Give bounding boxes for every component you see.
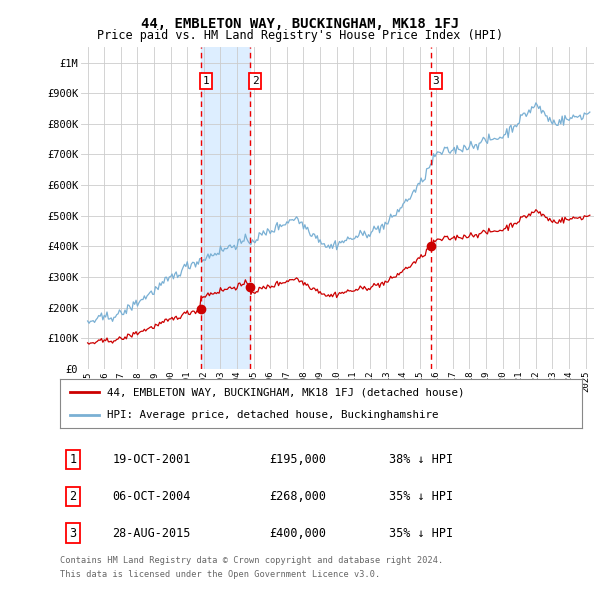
Text: HPI: Average price, detached house, Buckinghamshire: HPI: Average price, detached house, Buck… — [107, 409, 439, 419]
Bar — [200, 47, 250, 369]
Text: 38% ↓ HPI: 38% ↓ HPI — [389, 453, 453, 466]
Text: 19-OCT-2001: 19-OCT-2001 — [112, 453, 191, 466]
Text: 1: 1 — [203, 76, 209, 86]
Text: 2: 2 — [252, 76, 259, 86]
Text: 06-OCT-2004: 06-OCT-2004 — [112, 490, 191, 503]
Text: Price paid vs. HM Land Registry's House Price Index (HPI): Price paid vs. HM Land Registry's House … — [97, 30, 503, 42]
Text: 44, EMBLETON WAY, BUCKINGHAM, MK18 1FJ: 44, EMBLETON WAY, BUCKINGHAM, MK18 1FJ — [141, 17, 459, 31]
Text: 1: 1 — [70, 453, 77, 466]
Text: £400,000: £400,000 — [269, 527, 326, 540]
Text: 35% ↓ HPI: 35% ↓ HPI — [389, 527, 453, 540]
Text: 35% ↓ HPI: 35% ↓ HPI — [389, 490, 453, 503]
Text: 2: 2 — [70, 490, 77, 503]
Text: 3: 3 — [433, 76, 439, 86]
Text: 44, EMBLETON WAY, BUCKINGHAM, MK18 1FJ (detached house): 44, EMBLETON WAY, BUCKINGHAM, MK18 1FJ (… — [107, 388, 464, 398]
Text: £195,000: £195,000 — [269, 453, 326, 466]
Text: This data is licensed under the Open Government Licence v3.0.: This data is licensed under the Open Gov… — [60, 570, 380, 579]
Text: Contains HM Land Registry data © Crown copyright and database right 2024.: Contains HM Land Registry data © Crown c… — [60, 556, 443, 565]
Text: £268,000: £268,000 — [269, 490, 326, 503]
Text: 3: 3 — [70, 527, 77, 540]
Text: 28-AUG-2015: 28-AUG-2015 — [112, 527, 191, 540]
